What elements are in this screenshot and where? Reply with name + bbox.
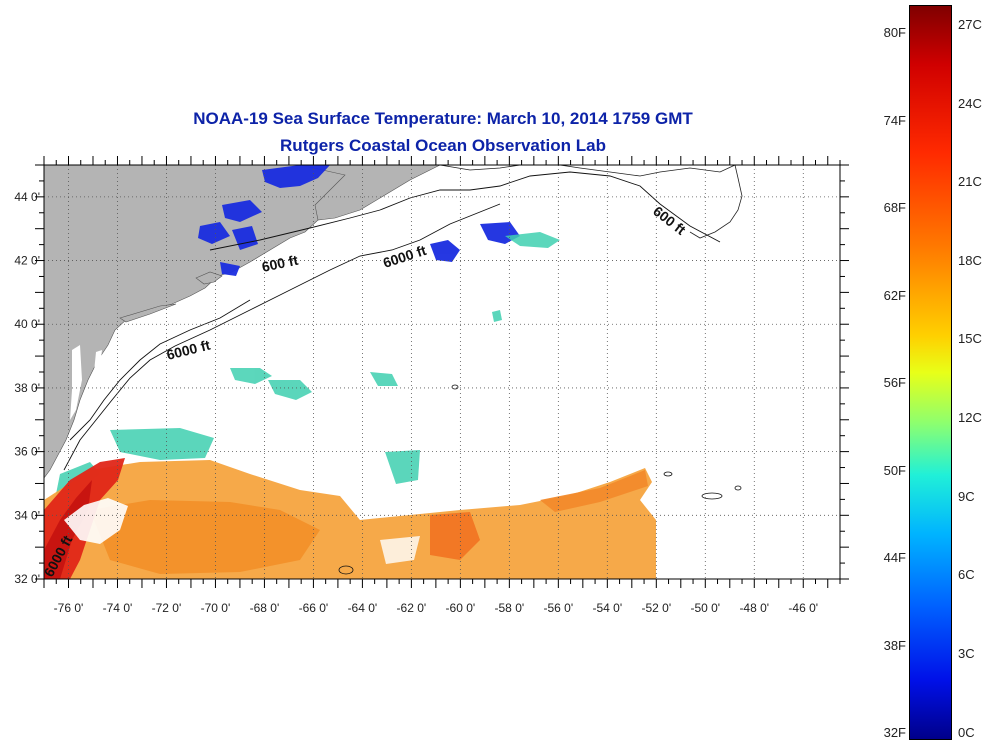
colorbar-celsius-label: 24C <box>958 96 982 111</box>
lon-tick-label: -64 0' <box>348 601 378 615</box>
lon-tick-label: -54 0' <box>592 601 622 615</box>
contour-label: 6000 ft <box>381 242 428 271</box>
colorbar-fahrenheit-label: 62F <box>883 288 906 303</box>
colorbar-fahrenheit-label: 50F <box>883 463 906 478</box>
land-cape-cod <box>195 271 223 285</box>
contour-label: 6000 ft <box>165 337 212 363</box>
colorbar-fahrenheit-label: 44F <box>883 550 906 565</box>
lon-tick-label: -46 0' <box>788 601 818 615</box>
land-long-island <box>119 303 177 323</box>
seamount-contours <box>338 384 742 575</box>
lon-tick-label: -50 0' <box>690 601 720 615</box>
colorbar-celsius-label: 15C <box>958 331 982 346</box>
colorbar-celsius-label: 9C <box>958 489 975 504</box>
bay-delaware <box>94 350 102 372</box>
lat-tick-label: 32 0' <box>14 572 40 586</box>
colorbar-fahrenheit-label: 38F <box>883 638 906 653</box>
colorbar-fahrenheit-label: 80F <box>883 25 906 40</box>
colorbar-celsius-label: 3C <box>958 646 975 661</box>
lat-tick-label: 36 0' <box>14 445 40 459</box>
colorbar-celsius-label: 21C <box>958 174 982 189</box>
colorbar-fahrenheit-label: 32F <box>883 725 906 740</box>
contour-label: 600 ft <box>650 203 689 238</box>
colorbar-celsius-label: 0C <box>958 725 975 740</box>
coastline-outline <box>439 165 743 239</box>
lon-tick-label: -48 0' <box>739 601 769 615</box>
lon-tick-label: -74 0' <box>103 601 133 615</box>
colorbar-celsius-label: 12C <box>958 410 982 425</box>
lon-tick-label: -62 0' <box>397 601 427 615</box>
lon-tick-label: -76 0' <box>54 601 84 615</box>
lon-tick-label: -58 0' <box>495 601 525 615</box>
lat-tick-label: 42 0' <box>14 254 40 268</box>
sst-warm-region <box>44 458 656 579</box>
contour-600ft <box>209 171 721 251</box>
lon-tick-label: -60 0' <box>446 601 476 615</box>
contour-6000ft <box>63 203 501 471</box>
bay <box>70 345 82 420</box>
map-title: NOAA-19 Sea Surface Temperature: March 1… <box>193 109 693 128</box>
lon-tick-label: -72 0' <box>152 601 182 615</box>
colorbar-celsius-label: 18C <box>958 253 982 268</box>
colorbar-fahrenheit-label: 56F <box>883 375 906 390</box>
sst-cold-patches <box>198 165 520 276</box>
land-mass-nova-scotia <box>299 165 441 221</box>
lon-tick-label: -52 0' <box>641 601 671 615</box>
contour-label: 600 ft <box>260 252 299 275</box>
lat-tick-label: 38 0' <box>14 381 40 395</box>
colorbar-fahrenheit-label: 68F <box>883 200 906 215</box>
lon-tick-label: -66 0' <box>299 601 329 615</box>
colorbar-celsius-label: 6C <box>958 567 975 582</box>
lat-tick-label: 40 0' <box>14 317 40 331</box>
lon-tick-label: -56 0' <box>544 601 574 615</box>
colorbar-fahrenheit-label: 74F <box>883 113 906 128</box>
lat-tick-label: 34 0' <box>14 508 40 522</box>
lon-tick-label: -68 0' <box>250 601 280 615</box>
colorbar-celsius-label: 27C <box>958 17 982 32</box>
lat-tick-label: 44 0' <box>14 190 40 204</box>
axis-ticks: -76 0' -74 0' -72 0' -70 0' -68 0' -66 0' -64 … <box>14 156 849 615</box>
graticule <box>44 165 840 580</box>
map-subtitle: Rutgers Coastal Ocean Observation Lab <box>280 136 606 155</box>
contour-6000ft-shelf <box>69 299 251 441</box>
lon-tick-label: -70 0' <box>201 601 231 615</box>
temperature-colorbar <box>909 5 952 740</box>
